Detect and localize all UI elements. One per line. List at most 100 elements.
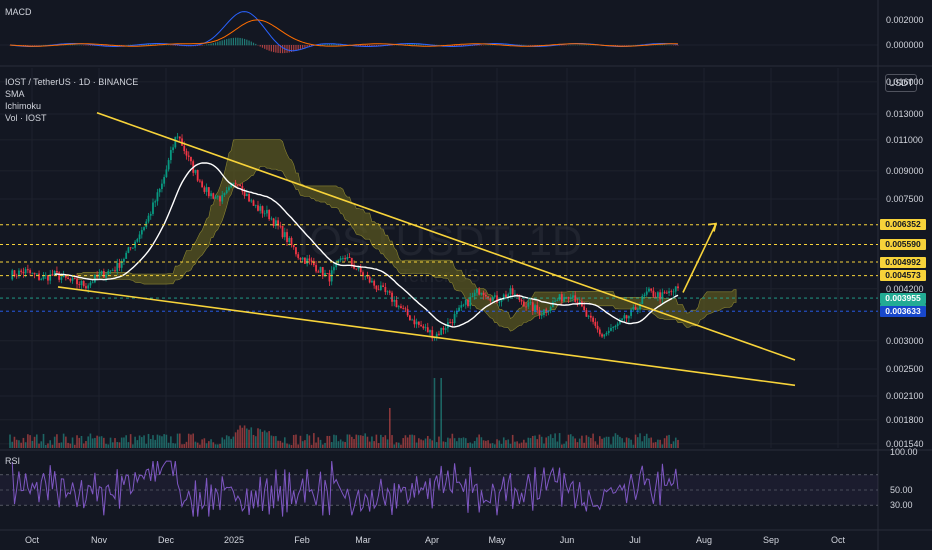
macd-histogram-bar xyxy=(418,43,420,46)
volume-bar xyxy=(429,438,431,448)
volume-bar xyxy=(464,438,467,448)
candle-body xyxy=(359,267,362,273)
volume-bar xyxy=(547,436,550,448)
volume-bar xyxy=(82,443,85,448)
macd-histogram-bar xyxy=(337,44,340,46)
indicator-sma[interactable]: SMA xyxy=(5,89,25,99)
candle-body xyxy=(402,308,405,309)
volume-bar xyxy=(601,438,603,448)
candle-body xyxy=(353,264,355,269)
volume-bar xyxy=(581,435,583,448)
candle-body xyxy=(639,304,641,310)
candle-body xyxy=(11,270,14,280)
currency-button[interactable]: USDT xyxy=(885,74,917,92)
volume-bar xyxy=(623,442,626,448)
y-tick-label: 0.011000 xyxy=(886,134,923,145)
x-tick-label: Sep xyxy=(762,535,779,545)
candle-body xyxy=(212,193,215,199)
macd-histogram-bar xyxy=(460,45,462,47)
volume-bar xyxy=(154,439,157,448)
macd-histogram-bar xyxy=(333,43,335,46)
volume-bar xyxy=(261,431,264,448)
volume-bar xyxy=(53,436,56,448)
macd-histogram-bar xyxy=(319,44,322,46)
volume-bar xyxy=(567,434,570,448)
candle-body xyxy=(140,230,143,235)
wedge-upper-trendline xyxy=(96,112,796,361)
macd-histogram-bar xyxy=(237,37,239,46)
x-tick-label: Jun xyxy=(559,535,575,545)
candle-body xyxy=(279,225,282,227)
volume-bar xyxy=(344,441,346,448)
volume-bar xyxy=(208,441,210,448)
candle-body xyxy=(100,270,103,274)
volume-bar xyxy=(654,442,657,448)
candle-body xyxy=(652,290,655,297)
candle-body xyxy=(85,286,87,289)
macd-histogram-bar xyxy=(264,45,266,49)
macd-histogram-bar xyxy=(297,45,299,51)
volume-bar xyxy=(49,440,52,448)
y-tick-label: 0.002100 xyxy=(886,390,924,401)
candle-body xyxy=(587,315,590,317)
volume-bar xyxy=(413,435,416,448)
volume-bar xyxy=(435,442,438,448)
sma-line xyxy=(54,162,679,328)
candle-body xyxy=(26,269,29,271)
candle-body xyxy=(138,234,141,240)
macd-histogram-bar xyxy=(411,43,413,46)
candle-body xyxy=(438,333,440,335)
macd-histogram-bar xyxy=(232,37,235,46)
candle-body xyxy=(462,304,465,306)
volume-bar xyxy=(216,444,219,448)
volume-bar xyxy=(561,444,563,448)
candle-body xyxy=(207,187,210,197)
symbol-title[interactable]: IOST / TetherUS · 1D · BINANCE xyxy=(5,77,139,87)
volume-bar xyxy=(384,435,387,448)
volume-bar xyxy=(592,433,594,448)
volume-bar xyxy=(118,442,121,448)
candle-body xyxy=(634,307,637,310)
indicator-ichimoku[interactable]: Ichimoku xyxy=(5,101,42,111)
volume-bar xyxy=(214,444,217,448)
volume-bar xyxy=(585,435,588,448)
volume-bar xyxy=(632,444,635,448)
candle-body xyxy=(496,295,498,303)
volume-bar xyxy=(614,433,617,448)
volume-bar xyxy=(491,443,494,448)
volume-bar xyxy=(442,441,445,448)
x-tick-label: May xyxy=(488,535,506,545)
volume-bar xyxy=(594,441,597,448)
volume-bar xyxy=(543,443,545,448)
macd-histogram-bar xyxy=(74,44,76,46)
candle-body xyxy=(321,267,324,277)
candle-body xyxy=(178,136,181,139)
candle-body xyxy=(500,300,503,302)
macd-histogram-bar xyxy=(270,45,272,52)
macd-histogram-bar xyxy=(355,45,357,46)
candle-body xyxy=(125,252,128,259)
macd-histogram-bar xyxy=(235,37,237,46)
macd-histogram-bar xyxy=(275,45,277,53)
candle-body xyxy=(60,277,63,280)
volume-bar xyxy=(134,436,136,448)
volume-bar xyxy=(210,439,212,448)
candle-body xyxy=(422,326,425,329)
macd-histogram-bar xyxy=(456,45,458,47)
rsi-axis-label: 50.00 xyxy=(890,485,913,495)
volume-bar xyxy=(178,433,181,448)
candle-body xyxy=(514,293,516,295)
volume-bar xyxy=(73,444,76,448)
volume-bar xyxy=(424,438,427,448)
rsi-title: RSI xyxy=(5,456,21,466)
x-tick-label: Jul xyxy=(629,535,641,545)
macd-histogram-bar xyxy=(420,43,422,46)
macd-histogram-bar xyxy=(505,44,507,46)
indicator-volume[interactable]: Vol · IOST xyxy=(5,113,47,123)
candle-body xyxy=(674,286,677,292)
candle-body xyxy=(283,232,286,238)
candle-body xyxy=(534,305,536,312)
volume-bar xyxy=(149,438,152,448)
candle-body xyxy=(645,291,648,295)
candle-body xyxy=(183,145,186,152)
